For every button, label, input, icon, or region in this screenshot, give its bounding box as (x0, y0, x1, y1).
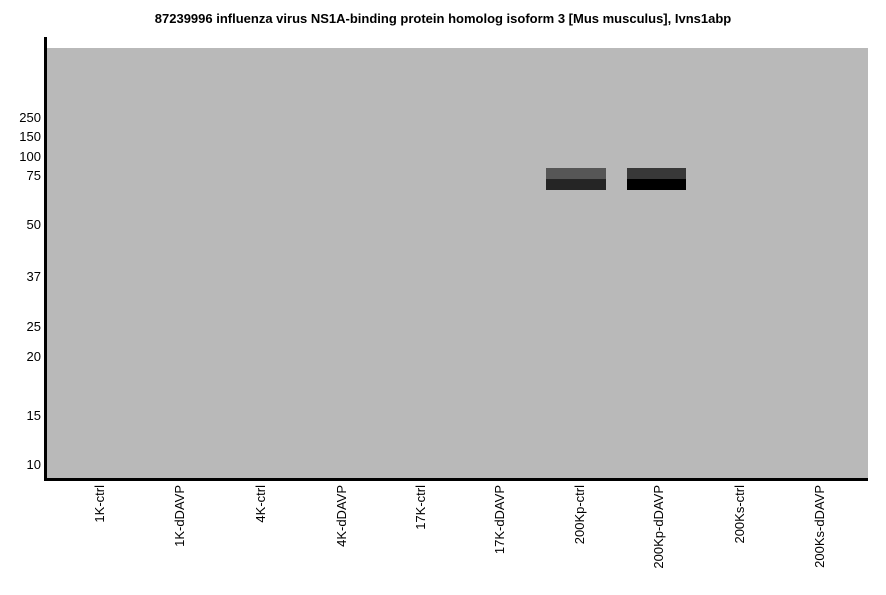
y-axis-line (44, 37, 47, 481)
mw-tick-label: 15 (26, 408, 41, 423)
mw-tick-label: 20 (26, 349, 41, 364)
lane-label: 1K-dDAVP (172, 485, 187, 547)
mw-tick-label: 100 (19, 149, 41, 164)
lane-label: 200Kp-ctrl (572, 485, 587, 545)
lane-label: 200Kp-dDAVP (651, 485, 666, 569)
figure-title: 87239996 influenza virus NS1A-binding pr… (154, 11, 732, 26)
lane-label: 200Ks-dDAVP (812, 485, 827, 568)
lane-label: 200Ks-ctrl (732, 485, 747, 544)
protein-band (627, 168, 686, 190)
lane-label: 1K-ctrl (92, 485, 107, 523)
lane-label: 17K-ctrl (413, 485, 428, 530)
gel-plot-area (47, 48, 868, 478)
lane-label: 4K-ctrl (253, 485, 268, 523)
mw-tick-label: 10 (26, 457, 41, 472)
protein-band (546, 168, 606, 190)
mw-tick-label: 75 (26, 168, 41, 183)
mw-tick-label: 250 (19, 110, 41, 125)
x-axis-line (44, 478, 868, 481)
mw-tick-label: 50 (26, 217, 41, 232)
mw-tick-label: 150 (19, 129, 41, 144)
mw-tick-label: 37 (26, 269, 41, 284)
mw-tick-label: 25 (26, 319, 41, 334)
lane-label: 4K-dDAVP (334, 485, 349, 547)
lane-label: 17K-dDAVP (492, 485, 507, 555)
